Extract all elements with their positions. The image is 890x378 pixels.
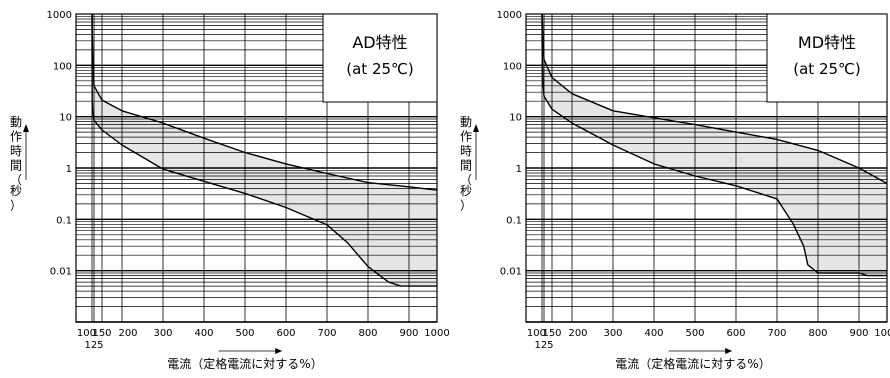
x-tick-label: 600	[276, 328, 295, 339]
x-tick-label: 200	[568, 328, 587, 339]
x-axis-label: 電流（定格電流に対する%）	[167, 356, 322, 371]
y-tick-label: 1000	[497, 10, 522, 21]
y-axis-arrowhead	[473, 124, 479, 132]
y-axis-label: 動作時間（秒）	[10, 115, 22, 213]
x-tick-label: 200	[118, 328, 137, 339]
x-tick-label: 700	[317, 328, 336, 339]
y-tick-label: 0.1	[506, 215, 522, 226]
x-axis-arrowhead	[725, 348, 733, 354]
y-tick-label: 0.1	[56, 215, 72, 226]
band-fill	[92, 14, 437, 287]
x-tick-label: 125	[84, 340, 103, 351]
lower-curve	[541, 13, 887, 277]
y-tick-label: 0.01	[500, 267, 522, 278]
y-tick-label: 1000	[47, 10, 72, 21]
x-tick-label: 150	[92, 328, 111, 339]
y-tick-label: 10	[509, 113, 522, 124]
x-tick-label: 1000	[424, 328, 449, 339]
x-axis-label: 電流（定格電流に対する%）	[615, 356, 770, 371]
x-tick-label: 125	[534, 340, 553, 351]
y-axis-label: 動作時間（秒）	[460, 115, 472, 213]
y-tick-label: 100	[53, 61, 72, 72]
band-fill	[542, 14, 887, 276]
x-tick-label: 100	[77, 328, 96, 339]
x-axis-arrowhead	[275, 348, 283, 354]
x-tick-label: 100	[527, 328, 546, 339]
chart-title: AD特性	[352, 33, 407, 52]
plot-frame	[525, 13, 888, 323]
x-tick-label: 700	[767, 328, 786, 339]
y-tick-label: 10	[59, 113, 72, 124]
x-tick-label: 400	[644, 328, 663, 339]
x-tick-label: 800	[808, 328, 827, 339]
x-tick-label: 600	[726, 328, 745, 339]
x-tick-label: 500	[235, 328, 254, 339]
x-tick-label: 300	[153, 328, 172, 339]
upper-curve	[91, 13, 438, 191]
x-tick-label: 900	[849, 328, 868, 339]
x-tick-label: 800	[358, 328, 377, 339]
x-tick-label: 300	[603, 328, 622, 339]
y-axis-arrowhead	[23, 124, 29, 132]
upper-curve	[541, 13, 888, 185]
y-tick-label: 0.01	[50, 267, 72, 278]
chart-subtitle: (at 25℃)	[346, 60, 413, 78]
plot-frame	[75, 13, 438, 323]
x-tick-label: 150	[542, 328, 561, 339]
y-tick-label: 100	[503, 61, 522, 72]
chart-subtitle: (at 25℃)	[793, 60, 860, 78]
chart-title: MD特性	[798, 33, 856, 52]
lower-curve	[91, 13, 437, 287]
title-box	[322, 13, 438, 103]
title-box	[766, 13, 888, 103]
x-tick-label: 900	[399, 328, 418, 339]
y-tick-label: 1	[516, 164, 522, 175]
x-tick-label: 1000	[874, 328, 890, 339]
y-tick-label: 1	[66, 164, 72, 175]
x-tick-label: 400	[194, 328, 213, 339]
x-tick-label: 500	[685, 328, 704, 339]
